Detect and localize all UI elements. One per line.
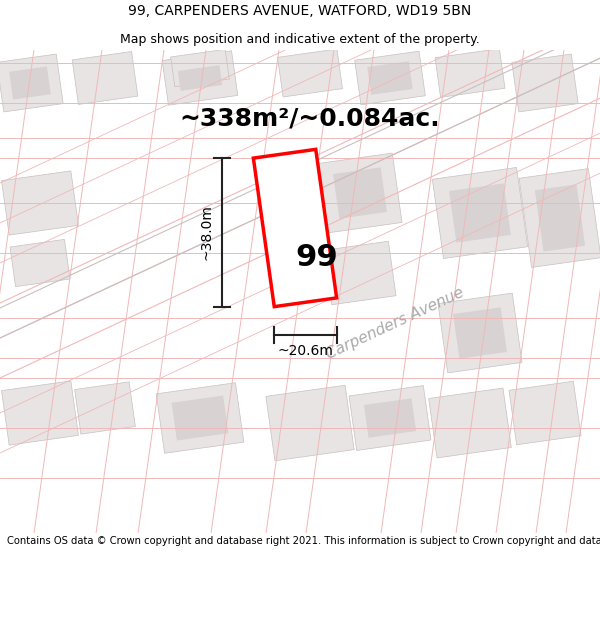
Text: Contains OS data © Crown copyright and database right 2021. This information is : Contains OS data © Crown copyright and d…	[7, 536, 600, 546]
Polygon shape	[438, 293, 522, 373]
Polygon shape	[324, 241, 396, 305]
Polygon shape	[10, 239, 70, 287]
Polygon shape	[0, 54, 63, 112]
Text: ~20.6m: ~20.6m	[278, 344, 334, 357]
Polygon shape	[162, 51, 238, 105]
Polygon shape	[453, 308, 507, 359]
Polygon shape	[178, 65, 222, 91]
Polygon shape	[333, 168, 387, 219]
Text: Map shows position and indicative extent of the property.: Map shows position and indicative extent…	[120, 32, 480, 46]
Text: 99: 99	[296, 244, 338, 272]
Polygon shape	[349, 386, 431, 451]
Polygon shape	[156, 382, 244, 453]
Polygon shape	[318, 153, 402, 233]
Polygon shape	[435, 49, 505, 98]
Polygon shape	[355, 51, 425, 105]
Text: ~338m²/~0.084ac.: ~338m²/~0.084ac.	[179, 106, 440, 130]
Polygon shape	[74, 382, 136, 434]
Polygon shape	[512, 54, 578, 112]
Polygon shape	[428, 388, 511, 458]
Polygon shape	[2, 381, 79, 445]
Text: ~38.0m: ~38.0m	[199, 204, 213, 261]
Polygon shape	[519, 169, 600, 268]
Polygon shape	[509, 381, 581, 445]
Polygon shape	[433, 168, 527, 259]
Polygon shape	[449, 183, 511, 243]
Polygon shape	[364, 398, 416, 437]
Polygon shape	[253, 149, 337, 307]
Polygon shape	[278, 49, 343, 97]
Text: 99, CARPENDERS AVENUE, WATFORD, WD19 5BN: 99, CARPENDERS AVENUE, WATFORD, WD19 5BN	[128, 4, 472, 18]
Polygon shape	[2, 171, 79, 235]
Polygon shape	[535, 184, 585, 252]
Polygon shape	[266, 385, 354, 461]
Polygon shape	[367, 61, 413, 95]
Text: Carpenders Avenue: Carpenders Avenue	[323, 284, 466, 362]
Polygon shape	[172, 396, 229, 441]
Polygon shape	[9, 66, 51, 99]
Polygon shape	[170, 49, 229, 87]
Polygon shape	[72, 51, 138, 104]
